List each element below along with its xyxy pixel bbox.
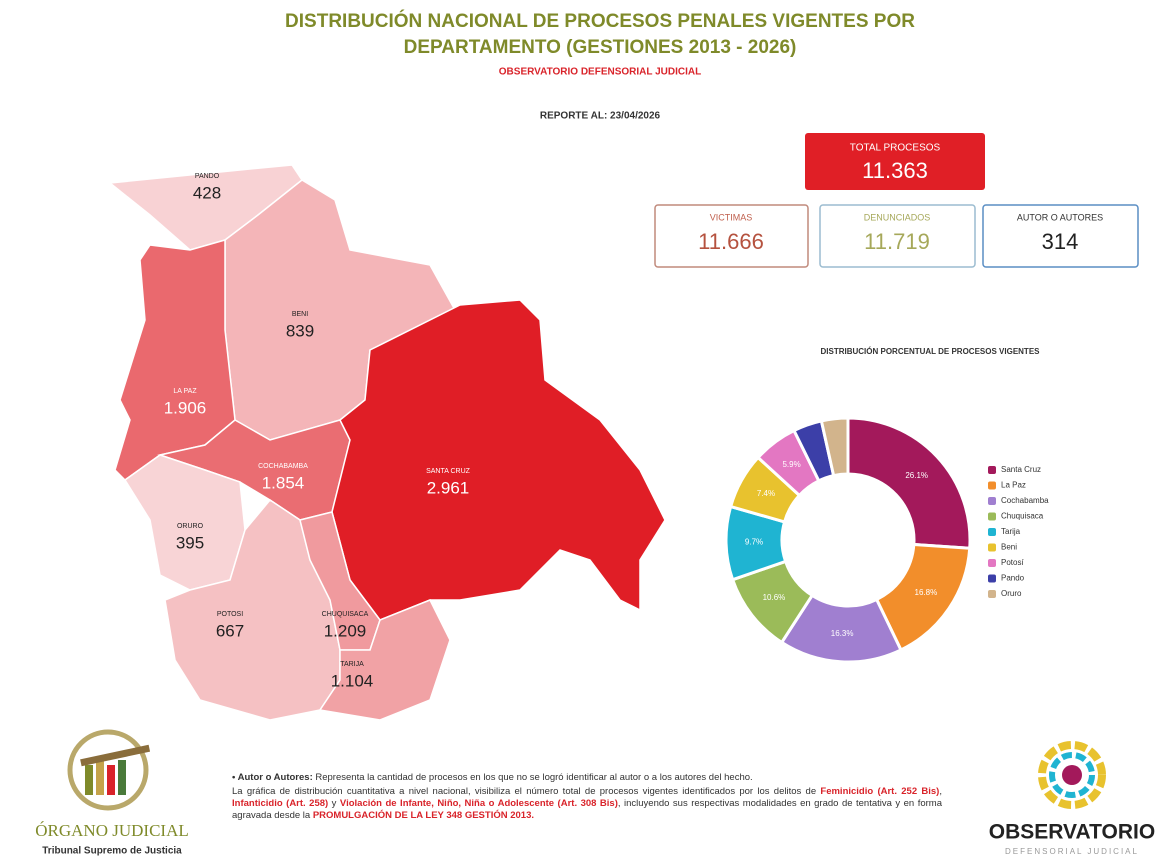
note-text: • Autor o Autores: — [232, 772, 313, 783]
total-label: TOTAL PROCESOS — [850, 143, 941, 154]
region-name: LA PAZ — [173, 388, 197, 395]
legend-swatch — [988, 574, 996, 583]
map-region — [331, 299, 666, 621]
legend-swatch — [988, 466, 996, 474]
legend-swatch — [988, 543, 996, 552]
legend-label: Santa Cruz — [1001, 465, 1041, 474]
region-value: 428 — [193, 183, 221, 202]
map-region — [318, 599, 451, 721]
legend-swatch — [988, 528, 996, 536]
legend-label: Potosí — [1001, 558, 1024, 567]
region-value: 1.104 — [331, 671, 374, 690]
logo-right-name: OBSERVATORIO — [989, 821, 1155, 844]
legend-swatch — [988, 559, 996, 567]
donut-slice — [846, 416, 972, 550]
note: La gráfica de distribución cuantitativa … — [232, 786, 942, 822]
note-text: Violación de Infante, Niño, Niña o Adole… — [339, 798, 618, 809]
card — [819, 204, 976, 268]
legend-swatch — [988, 590, 996, 598]
region-name: ORURO — [177, 523, 204, 530]
legend-label: La Paz — [1001, 481, 1026, 490]
footnotes: • Autor o Autores: Representa la cantida… — [232, 772, 942, 824]
total-value: 11.363 — [862, 158, 928, 183]
card-value: 314 — [1042, 229, 1079, 254]
legend-swatch — [988, 497, 996, 505]
note-text: La gráfica de distribución cuantitativa … — [232, 786, 821, 797]
region-name: BENI — [292, 311, 308, 318]
region-name: TARIJA — [340, 661, 364, 668]
legend-label: Cochabamba — [1001, 496, 1049, 505]
logo-right-sub: DEFENSORIAL JUDICIAL — [1005, 847, 1139, 856]
slice-label: 16.8% — [915, 588, 938, 597]
legend-label: Oruro — [1001, 589, 1022, 598]
card-label: VICTIMAS — [710, 212, 753, 222]
chart-title: DISTRIBUCIÓN PORCENTUAL DE PROCESOS VIGE… — [821, 347, 1041, 356]
note-text: PROMULGACIÓN DE LA LEY 348 GESTIÓN 2013. — [312, 810, 535, 821]
card-value: 11.666 — [698, 229, 764, 254]
slice-label: 9.7% — [745, 538, 763, 547]
logo-left-name: ÓRGANO JUDICIAL — [35, 821, 188, 840]
legend-label: Pando — [1001, 574, 1025, 583]
legend-label: Chuquisaca — [1001, 512, 1044, 521]
report-date: REPORTE AL: 23/04/2026 — [540, 111, 661, 122]
subtitle: OBSERVATORIO DEFENSORIAL JUDICIAL — [499, 67, 701, 78]
region-name: COCHABAMBA — [258, 463, 308, 470]
region-value: 1.906 — [164, 398, 207, 417]
region-value: 839 — [286, 321, 314, 340]
legend-label: Beni — [1001, 543, 1017, 552]
region-value: 1.854 — [262, 473, 305, 492]
note-text: Feminicidio (Art. 252 Bis) — [820, 786, 940, 797]
note-text: , incluyendo sus respectivas modalidades… — [232, 798, 942, 821]
card — [654, 204, 809, 268]
logo-left — [67, 729, 151, 811]
logo-left-sub: Tribunal Supremo de Justicia — [42, 846, 182, 857]
region-name: POTOSI — [217, 611, 243, 618]
region-value: 667 — [216, 621, 244, 640]
total-card — [805, 133, 985, 190]
region-value: 1.209 — [324, 621, 367, 640]
slice-label: 7.4% — [757, 489, 775, 498]
card — [982, 204, 1139, 268]
slice-label: 26.1% — [905, 471, 928, 480]
region-value: 2.961 — [427, 478, 470, 497]
slice-label: 5.9% — [782, 460, 800, 469]
region-name: CHUQUISACA — [322, 611, 369, 618]
legend-label: Tarija — [1001, 527, 1021, 536]
region-value: 395 — [176, 533, 204, 552]
card-value: 11.719 — [864, 229, 930, 254]
note-text: Representa la cantidad de procesos en lo… — [312, 772, 753, 783]
note-text: , — [939, 786, 942, 797]
note-text: Infanticidio (Art. 258) — [232, 798, 329, 809]
legend-swatch — [988, 512, 996, 521]
logo-right — [1038, 741, 1106, 809]
card-label: AUTOR O AUTORES — [1017, 212, 1103, 222]
donut-slice — [819, 416, 850, 478]
card-label: DENUNCIADOS — [864, 212, 931, 222]
slice-label: 16.3% — [831, 629, 854, 638]
note: • Autor o Autores: Representa la cantida… — [232, 772, 942, 784]
region-name: PANDO — [195, 173, 220, 180]
title-line: DEPARTAMENTO (GESTIONES 2013 - 2026) — [404, 37, 797, 58]
slice-label: 10.6% — [763, 593, 786, 602]
legend-swatch — [988, 481, 996, 490]
region-name: SANTA CRUZ — [426, 468, 471, 475]
note-text: y — [328, 798, 340, 809]
title-line: DISTRIBUCIÓN NACIONAL DE PROCESOS PENALE… — [285, 10, 915, 32]
